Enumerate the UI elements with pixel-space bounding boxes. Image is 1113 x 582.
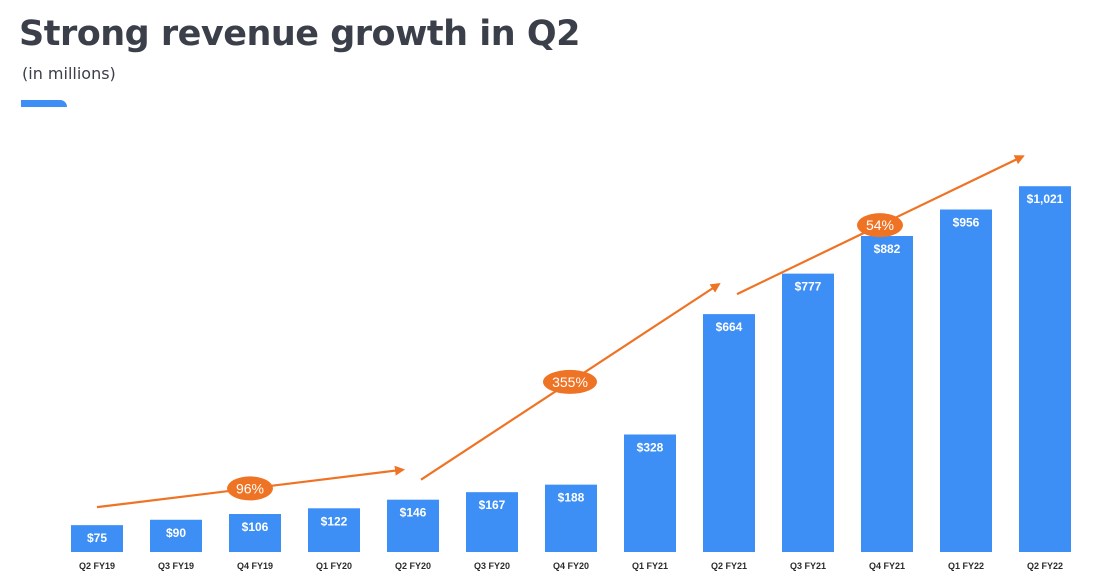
page-title: Strong revenue growth in Q2 [19, 14, 580, 54]
bar-value-label: $167 [479, 498, 506, 512]
growth-percent-label: 355% [552, 374, 588, 390]
x-tick-label: Q2 FY21 [711, 561, 747, 571]
bar [861, 236, 913, 552]
growth-percent-label: 54% [866, 217, 894, 233]
bar [71, 525, 123, 552]
x-tick-label: Q4 FY20 [553, 561, 589, 571]
x-tick-label: Q4 FY19 [237, 561, 273, 571]
x-tick-label: Q2 FY19 [79, 561, 115, 571]
bar-value-label: $122 [321, 514, 348, 528]
bar [782, 273, 834, 552]
bar-value-label: $777 [795, 280, 822, 294]
bar-value-label: $188 [558, 491, 585, 505]
bar [229, 514, 281, 552]
x-tick-label: Q4 FY21 [869, 561, 905, 571]
bar [150, 519, 202, 552]
x-tick-label: Q1 FY22 [948, 561, 984, 571]
x-tick-label: Q2 FY22 [1027, 561, 1063, 571]
bar [466, 492, 518, 552]
bar-value-label: $75 [87, 531, 107, 545]
bar-value-label: $882 [874, 242, 901, 256]
growth-arrows-layer: 96% 355% 54% [96, 155, 1025, 509]
bar-value-label: $1,021 [1027, 192, 1064, 206]
title-accent-bar [21, 100, 67, 107]
bar-value-label: $90 [166, 526, 186, 540]
bar-value-label: $956 [953, 216, 980, 230]
bar [624, 434, 676, 552]
bar [703, 314, 755, 552]
bar-value-label: $664 [716, 320, 743, 334]
growth-badge [543, 369, 597, 394]
bar [387, 499, 439, 552]
bar [308, 508, 360, 552]
growth-percent-label: 96% [236, 480, 264, 496]
growth-badge [857, 213, 903, 238]
x-tick-label: Q1 FY20 [316, 561, 352, 571]
bar [940, 209, 992, 552]
growth-badge [227, 476, 273, 501]
bar [545, 484, 597, 552]
bar [1019, 186, 1071, 553]
bar-value-label: $106 [242, 520, 269, 534]
bars-layer: $75 Q2 FY19 $90 Q3 FY19 $106 Q4 FY19 $122 Q1 FY… [71, 186, 1071, 571]
x-tick-label: Q3 FY20 [474, 561, 510, 571]
x-tick-label: Q3 FY21 [790, 561, 826, 571]
page-subtitle: (in millions) [22, 64, 116, 83]
x-tick-label: Q2 FY20 [395, 561, 431, 571]
bar-value-label: $328 [637, 440, 664, 454]
x-tick-label: Q3 FY19 [158, 561, 194, 571]
bar-value-label: $146 [400, 506, 427, 520]
x-tick-label: Q1 FY21 [632, 561, 668, 571]
